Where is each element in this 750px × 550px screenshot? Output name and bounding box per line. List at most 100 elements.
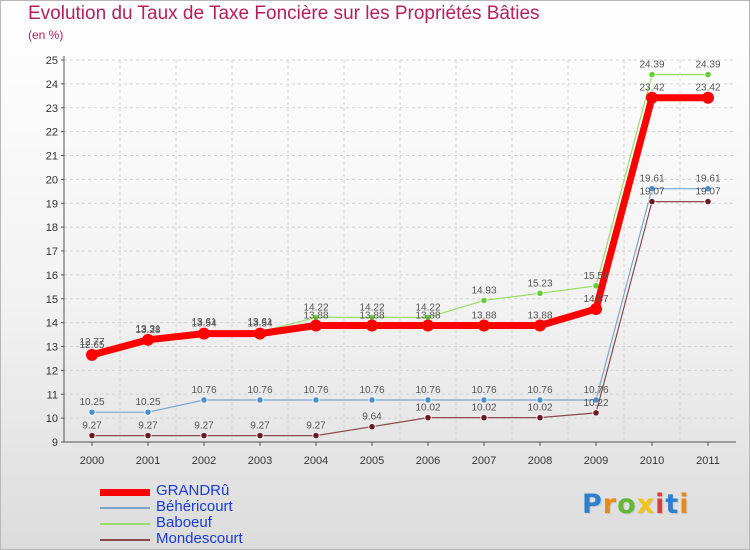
logo-letter: r [602,489,618,520]
data-point [480,296,488,305]
y-tick-label: 11 [47,389,58,401]
data-label: 19.61 [639,174,664,185]
data-point [368,396,376,404]
logo-letter: i [679,489,690,520]
data-point [200,396,208,404]
data-point [256,396,264,404]
data-label: 10.76 [303,385,328,396]
data-label: 10.76 [359,385,384,396]
y-tick-label: 10 [46,413,58,425]
y-tick-label: 12 [46,365,58,377]
x-tick-label: 2011 [696,455,720,467]
logo-letter: x [636,489,656,520]
x-tick-label: 2003 [248,455,272,467]
data-label: 10.02 [415,403,440,414]
legend-label: GRANDRû [156,482,230,499]
data-label: 13.61 [247,317,272,328]
y-tick-label: 17 [46,246,58,258]
legend-swatch [100,523,150,525]
data-label: 13.88 [415,310,440,321]
data-point [88,431,96,440]
data-point [536,289,544,297]
data-point [702,91,714,104]
x-tick-label: 2000 [80,455,104,467]
data-label: 10.76 [527,385,552,396]
y-tick-label: 21 [46,151,58,163]
data-label: 13.88 [359,310,384,321]
data-point [478,319,490,332]
data-label: 19.07 [639,187,664,198]
legend-swatch [100,507,150,509]
series-line-Béhéricourt [92,188,708,413]
data-label: 13.28 [135,325,160,336]
data-label: 13.54 [191,319,216,330]
y-tick-label: 22 [46,127,58,139]
data-label: 13.31 [135,324,160,335]
data-point [256,431,264,440]
data-label: 14.22 [359,302,384,313]
proxiti-logo: Proxiti [582,489,690,520]
y-tick-label: 20 [46,174,58,186]
y-tick-label: 19 [46,198,58,210]
logo-letter: i [655,489,666,520]
data-point [86,348,98,361]
chart-series [86,70,714,440]
x-tick-label: 2010 [640,455,664,467]
data-point [366,319,378,332]
series-line-Mondescourt [92,201,708,437]
data-label: 23.42 [639,83,664,94]
data-point [536,396,544,404]
data-label: 10.76 [583,385,608,396]
y-tick-label: 14 [46,318,58,330]
data-point [704,70,712,79]
data-point [648,197,656,206]
data-label: 9.27 [306,421,326,432]
data-point [704,197,712,206]
data-point [200,431,208,440]
data-label: 13.54 [247,319,272,330]
data-label: 10.22 [583,398,608,409]
data-point [648,185,656,193]
data-point [368,423,376,431]
logo-letter: o [617,489,637,520]
data-label: 19.61 [695,174,720,185]
data-label: 13.88 [527,310,552,321]
data-point [144,408,152,416]
data-point [144,431,152,440]
y-tick-label: 23 [46,103,58,115]
data-label: 23.42 [695,83,720,94]
data-point [142,333,154,346]
series-line-GRANDRû [91,94,708,359]
legend-swatch [100,488,150,496]
data-label: 13.88 [471,310,496,321]
data-label: 12.77 [79,337,104,348]
x-tick-label: 2001 [136,455,160,467]
data-label: 12.65 [79,340,104,351]
data-point [424,414,432,422]
data-point [704,185,712,193]
data-label: 13.61 [191,317,216,328]
data-label: 9.27 [250,421,270,432]
data-label: 9.27 [138,421,158,432]
y-tick-label: 16 [46,270,58,282]
data-point [424,396,432,404]
data-point [592,409,600,417]
data-label: 10.25 [79,397,104,408]
x-tick-label: 2007 [472,455,496,467]
data-label: 10.02 [471,403,496,414]
x-tick-label: 2006 [416,455,440,467]
y-tick-label: 18 [46,222,58,234]
y-tick-label: 9 [52,437,58,449]
data-point [312,396,320,404]
data-label: 14.22 [303,302,328,313]
data-label: 10.76 [191,385,216,396]
data-label: 14.22 [415,302,440,313]
data-label: 24.39 [695,60,720,71]
data-label: 9.27 [194,421,214,432]
data-point [422,319,434,332]
unit-label: (en %) [28,28,64,42]
data-point [646,91,658,104]
chart-data-labels: 12.65 13.28 13.54 13.54 13.88 13.88 13.88 13.88… [79,60,720,432]
data-point [536,414,544,422]
